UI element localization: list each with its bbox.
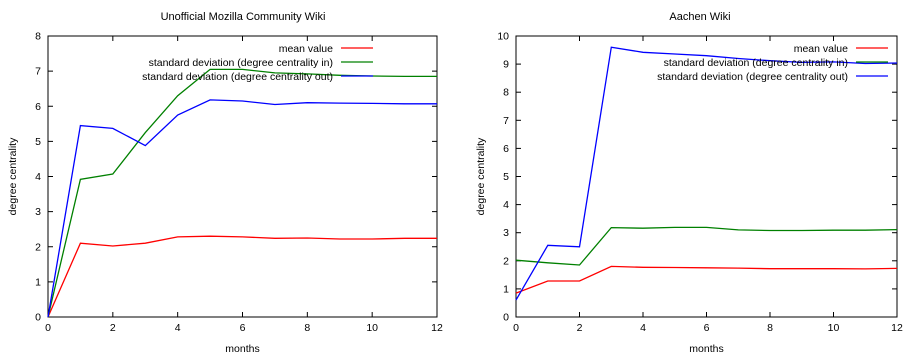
y-tick-label: 7 <box>503 115 509 127</box>
x-tick-label: 12 <box>431 322 443 334</box>
x-tick-label: 8 <box>304 322 310 334</box>
y-axis-label: degree centrality <box>7 137 19 215</box>
legend-label-2: standard deviation (degree centrality ou… <box>657 71 848 83</box>
series-line-2 <box>47 99 437 318</box>
legend-label-1: standard deviation (degree centrality in… <box>664 57 848 69</box>
y-tick-label: 0 <box>503 312 509 324</box>
y-tick-label: 5 <box>35 136 41 148</box>
legend-label-0: mean value <box>279 43 333 55</box>
series-line-0 <box>47 235 437 318</box>
legend-label-2: standard deviation (degree centrality ou… <box>142 71 333 83</box>
x-tick-label: 2 <box>577 322 583 334</box>
y-axis-label: degree centrality <box>475 137 487 215</box>
series-line-1 <box>515 226 898 266</box>
chart-title: Unofficial Mozilla Community Wiki <box>161 11 326 23</box>
x-tick-label: 2 <box>110 322 116 334</box>
x-tick-label: 10 <box>828 322 840 334</box>
series-line-1 <box>47 68 437 318</box>
y-tick-label: 2 <box>503 255 509 267</box>
y-tick-label: 10 <box>497 31 509 43</box>
y-tick-label: 6 <box>35 101 41 113</box>
y-tick-label: 9 <box>503 59 509 71</box>
x-tick-label: 4 <box>175 322 181 334</box>
legend-label-1: standard deviation (degree centrality in… <box>149 57 333 69</box>
x-tick-label: 10 <box>366 322 378 334</box>
y-tick-label: 8 <box>35 31 41 43</box>
y-tick-label: 5 <box>503 171 509 183</box>
x-axis-label: months <box>225 343 259 355</box>
y-tick-label: 6 <box>503 143 509 155</box>
y-tick-label: 4 <box>35 171 41 183</box>
y-tick-label: 8 <box>503 87 509 99</box>
y-tick-label: 7 <box>35 66 41 78</box>
x-tick-label: 12 <box>891 322 903 334</box>
y-tick-label: 0 <box>35 312 41 324</box>
legend-label-0: mean value <box>794 43 848 55</box>
x-tick-label: 0 <box>513 322 519 334</box>
series-line-2 <box>515 46 898 301</box>
series-line-0 <box>515 265 898 294</box>
chart-title: Aachen Wiki <box>669 11 730 23</box>
x-tick-label: 0 <box>45 322 51 334</box>
y-tick-label: 2 <box>35 241 41 253</box>
x-axis-label: months <box>689 343 723 355</box>
x-tick-label: 6 <box>704 322 710 334</box>
y-tick-label: 3 <box>503 227 509 239</box>
x-tick-label: 6 <box>240 322 246 334</box>
y-tick-label: 4 <box>503 199 509 211</box>
x-tick-label: 4 <box>640 322 646 334</box>
x-tick-label: 8 <box>767 322 773 334</box>
chart-panel-0: Unofficial Mozilla Community Wiki0123456… <box>7 11 443 355</box>
y-tick-label: 3 <box>35 206 41 218</box>
y-tick-label: 1 <box>503 283 509 295</box>
y-tick-label: 1 <box>35 276 41 288</box>
